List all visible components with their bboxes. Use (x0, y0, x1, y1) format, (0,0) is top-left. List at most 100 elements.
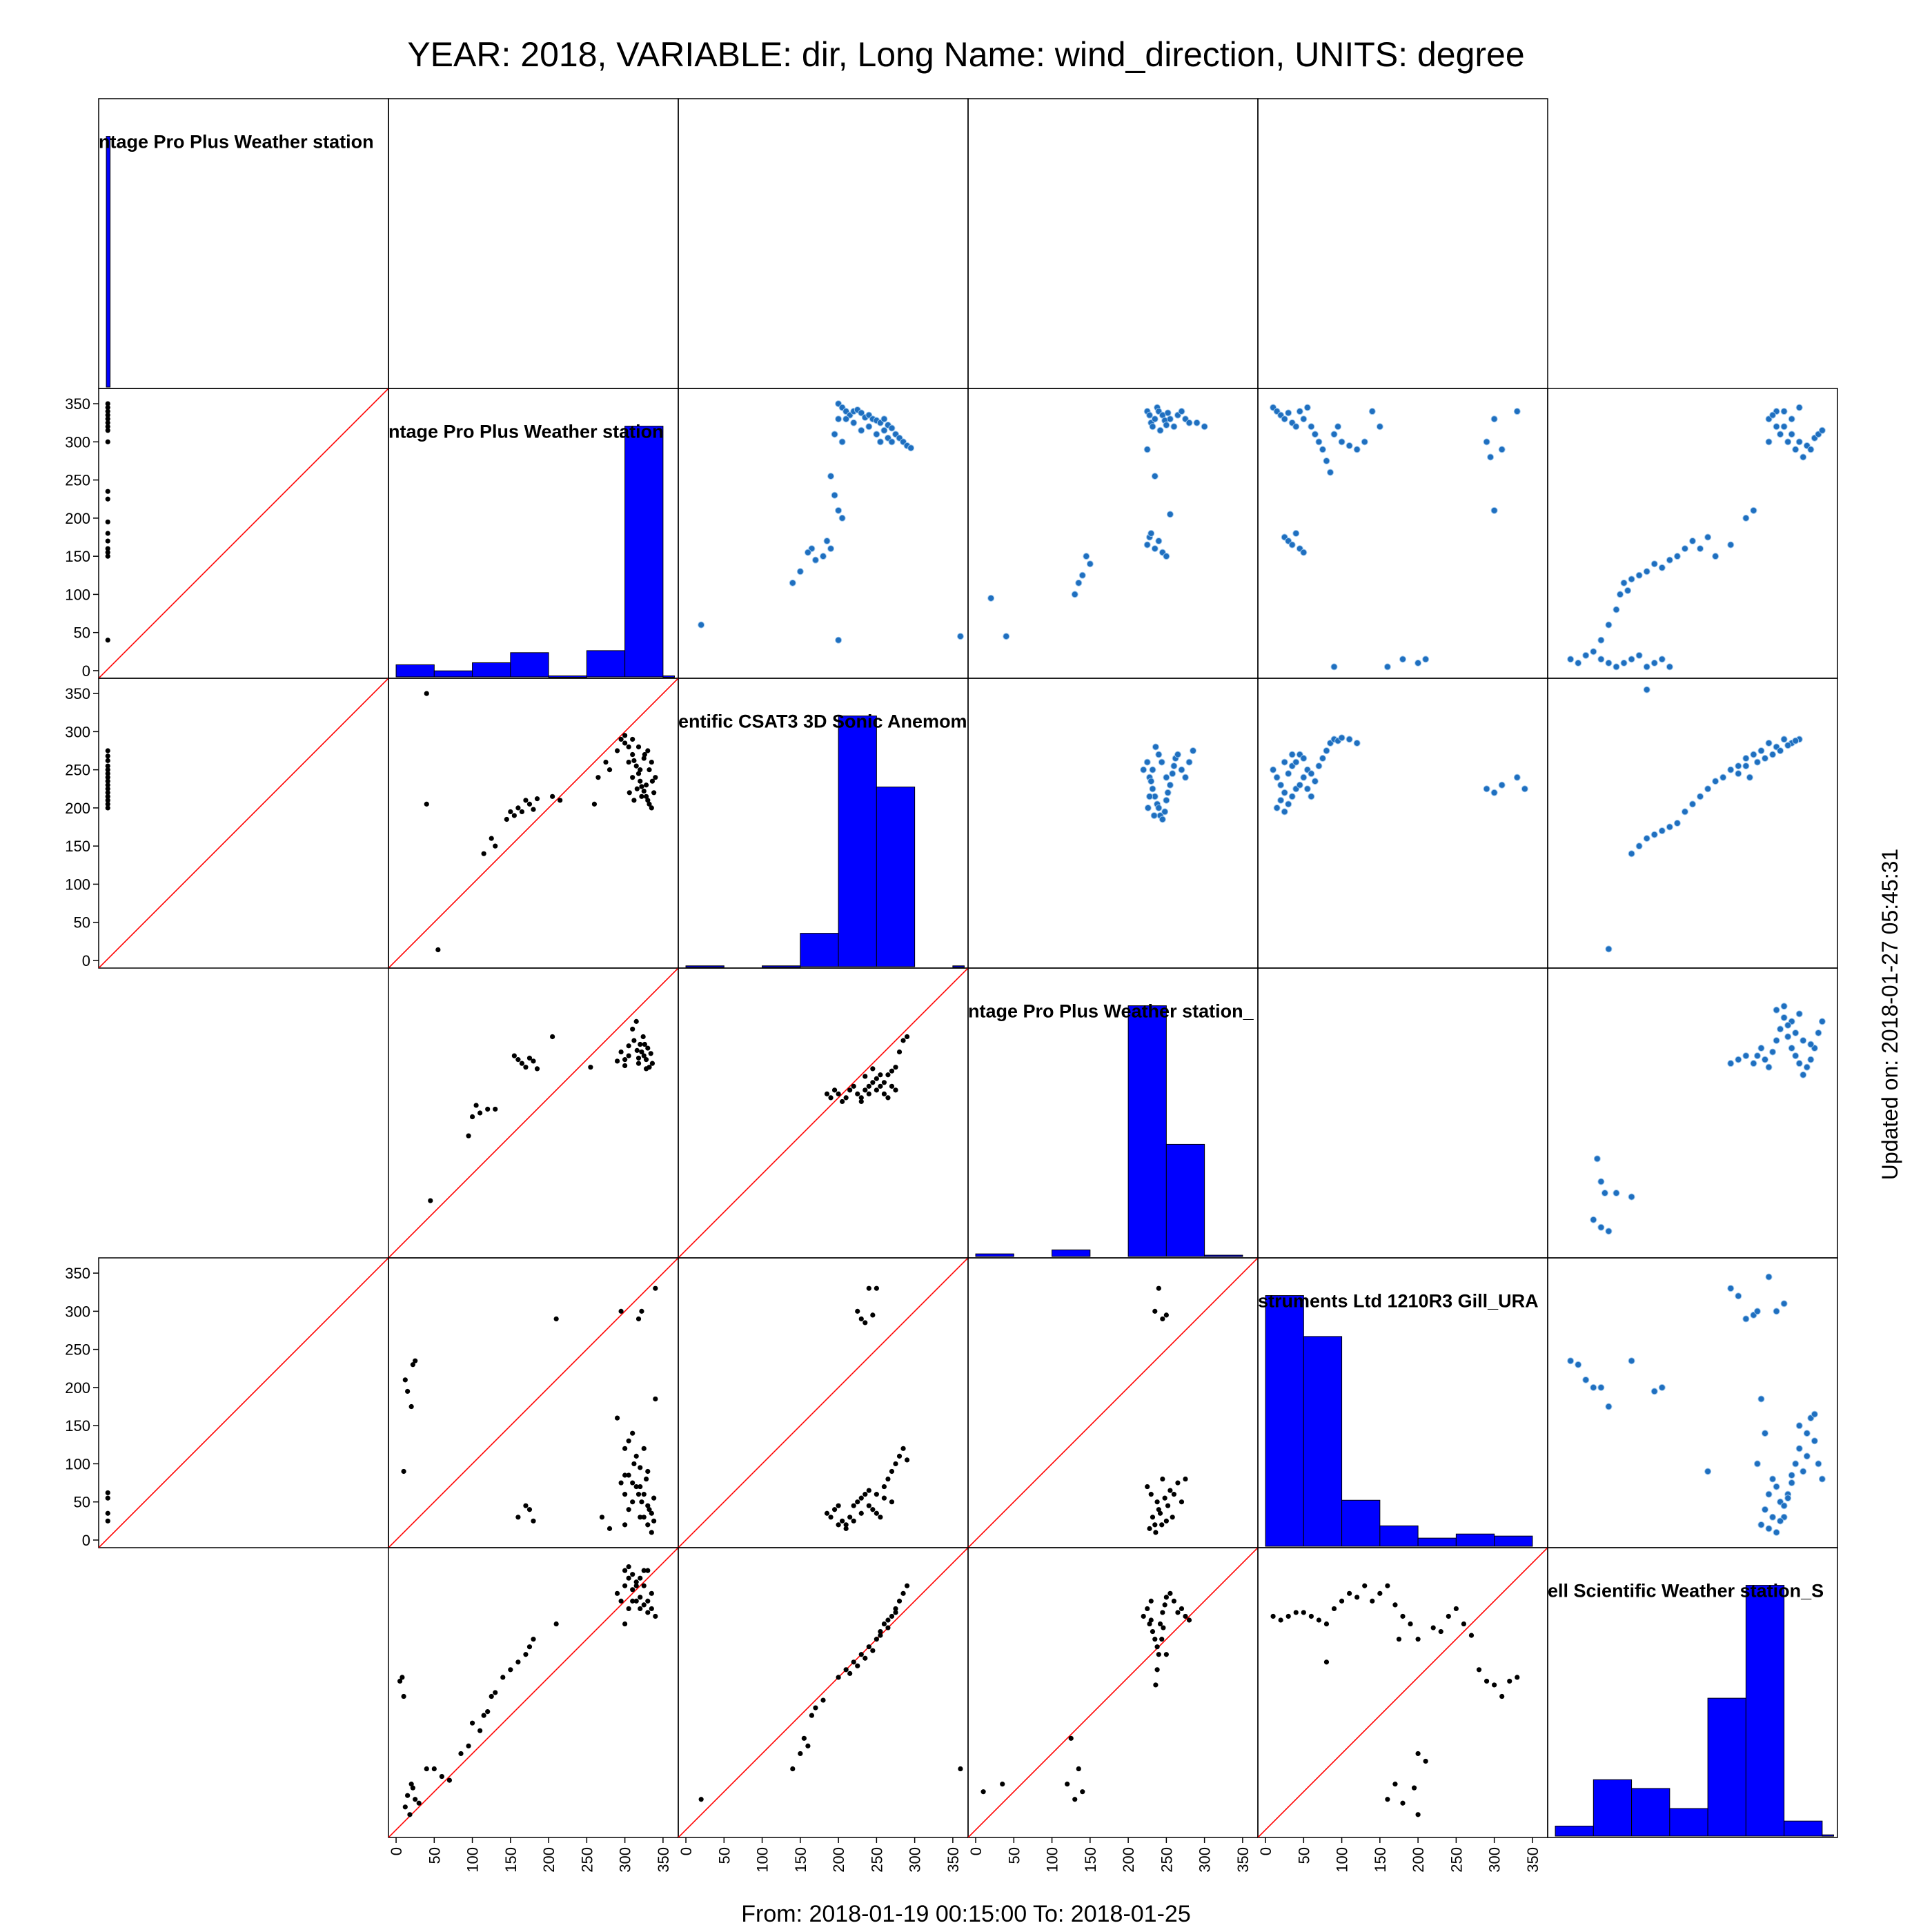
scatter-point (798, 1751, 803, 1757)
scatter-point (1183, 1613, 1188, 1619)
histogram-bar (1669, 1808, 1708, 1837)
scatter-point (698, 1797, 704, 1802)
y-tick-label: 0 (82, 952, 90, 969)
histogram-bar (1303, 1336, 1343, 1547)
scatter-point (1308, 793, 1315, 800)
scatter-point (105, 553, 110, 559)
scatter-point (1704, 1468, 1712, 1475)
histogram-bar (800, 933, 839, 967)
scatter-point (639, 1499, 644, 1505)
scatter-point (1370, 1598, 1375, 1604)
scatter-point (1311, 778, 1319, 785)
scatter-point (889, 1083, 895, 1089)
scatter-point (1792, 1052, 1800, 1060)
station-label: ell Scientific Weather station_S (1548, 1580, 1824, 1601)
scatter-point (1288, 541, 1296, 549)
histogram-bar (876, 787, 916, 967)
scatter-point (1311, 431, 1319, 438)
scatter-point (1769, 751, 1777, 758)
scatter-point (603, 759, 609, 765)
scatter-point (633, 763, 639, 769)
scatter-point (851, 1659, 856, 1665)
scatter-point (1000, 1782, 1005, 1787)
scatter-point (1780, 1502, 1788, 1510)
scatter-point (870, 1066, 876, 1072)
histogram-bar (586, 650, 626, 678)
scatter-point (618, 1480, 624, 1486)
scatter-point (534, 796, 540, 802)
scatter-point (1147, 530, 1155, 537)
scatter-point (435, 947, 441, 953)
scatter-point (1140, 766, 1147, 773)
scatter-point (1144, 804, 1152, 811)
scatter-point (622, 1472, 628, 1478)
scatter-point (820, 1697, 826, 1703)
scatter-point (1515, 1675, 1520, 1680)
scatter-point (838, 514, 846, 522)
identity-line (99, 388, 388, 678)
scatter-point (1750, 506, 1757, 514)
scatter-point (1784, 742, 1792, 749)
scatter-point (1163, 553, 1170, 560)
scatter-point (1658, 656, 1666, 663)
scatter-point (866, 1091, 871, 1096)
scatter-point (858, 1095, 864, 1101)
y-tick-label: 350 (65, 395, 90, 413)
scatter-point (1742, 1052, 1750, 1060)
scatter-point (1605, 1403, 1613, 1410)
scatter-point (523, 1503, 529, 1508)
identity-line (968, 1548, 1258, 1837)
scatter-point (1613, 606, 1620, 613)
scatter-point (1765, 438, 1773, 446)
scatter-point (1156, 1285, 1161, 1291)
scatter-point (801, 1735, 807, 1741)
scatter-point (1281, 415, 1288, 423)
scatter-point (1308, 770, 1315, 778)
scatter-point (1152, 1522, 1158, 1528)
scatter-point (643, 1476, 649, 1482)
scatter-point (1498, 446, 1506, 453)
scatter-point (843, 1526, 849, 1531)
y-tick-label: 200 (65, 510, 90, 527)
scatter-point (1353, 446, 1361, 453)
scatter-point (1593, 1155, 1601, 1163)
scatter-point (1742, 1315, 1750, 1323)
scatter-point (870, 1507, 876, 1512)
scatter-point (1617, 591, 1624, 598)
scatter-point (631, 798, 637, 803)
scatter-point (1323, 1659, 1330, 1665)
scatter-point (1285, 800, 1292, 808)
scatter-point (1727, 766, 1735, 773)
scatter-point (851, 1518, 856, 1524)
scatter-point (105, 546, 110, 551)
scatter-point (1803, 1430, 1811, 1437)
scatter-point (1179, 1606, 1185, 1612)
scatter-point (1792, 737, 1800, 745)
scatter-point (1762, 1056, 1768, 1063)
scatter-point (1750, 751, 1757, 758)
scatter-point (1784, 1495, 1792, 1502)
x-tick-label: 50 (426, 1847, 443, 1864)
scatter-point (1146, 793, 1154, 800)
x-tick-label: 250 (1158, 1847, 1175, 1873)
scatter-point (1784, 438, 1792, 446)
scatter-point (1346, 442, 1353, 449)
scatter-point (1083, 553, 1090, 560)
scatter-point (1597, 656, 1605, 663)
y-tick-label: 250 (65, 472, 90, 489)
scatter-point (618, 1598, 624, 1604)
scatter-point (618, 1308, 624, 1314)
scatter-point (105, 401, 110, 406)
scatter-point (1762, 755, 1768, 762)
scatter-point (1681, 545, 1688, 553)
scatter-point (1273, 773, 1281, 781)
scatter-point (828, 1515, 834, 1520)
scatter-point (870, 1312, 876, 1318)
scatter-point (1773, 1006, 1780, 1014)
y-tick-label: 200 (65, 800, 90, 817)
scatter-point (1628, 850, 1635, 858)
scatter-point (1777, 431, 1784, 438)
scatter-point (874, 1492, 879, 1497)
scatter-point (858, 1510, 864, 1516)
scatter-point (858, 1316, 864, 1322)
